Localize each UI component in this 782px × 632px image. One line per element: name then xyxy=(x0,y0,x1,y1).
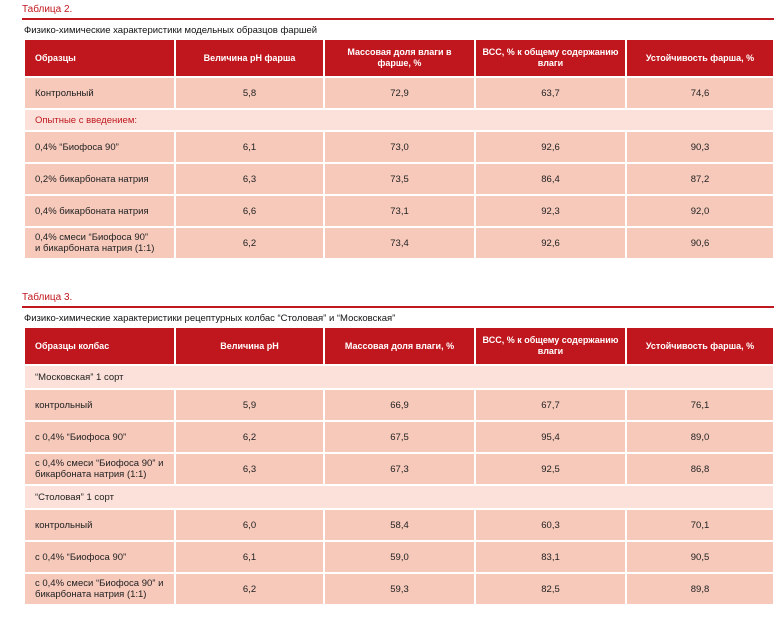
value-cell: 89,0 xyxy=(627,422,773,452)
sample-name-cell: контрольный xyxy=(25,390,174,420)
value-cell: 92,3 xyxy=(476,196,625,226)
value-cell: 92,0 xyxy=(627,196,773,226)
table2-title: Физико-химические характеристики рецепту… xyxy=(24,313,396,324)
value-cell: 63,7 xyxy=(476,78,625,108)
group-label: “Московская” 1 сорт xyxy=(25,366,773,388)
value-cell: 6,1 xyxy=(176,132,323,162)
value-cell: 67,7 xyxy=(476,390,625,420)
value-cell: 73,4 xyxy=(325,228,474,258)
value-cell: 90,6 xyxy=(627,228,773,258)
value-cell: 87,2 xyxy=(627,164,773,194)
value-cell: 59,0 xyxy=(325,542,474,572)
table-row: 0,4% бикарбоната натрия 6,6 73,1 92,3 92,0 xyxy=(25,196,773,226)
value-cell: 92,6 xyxy=(476,228,625,258)
table1-title: Физико-химические характеристики модельн… xyxy=(24,25,318,36)
sample-name-cell: 0,4% бикарбоната натрия xyxy=(25,196,174,226)
sample-name-cell: 0,4% смеси “Биофоса 90” и бикарбоната на… xyxy=(25,228,174,258)
table-row: 0,4% “Биофоса 90” 6,1 73,0 92,6 90,3 xyxy=(25,132,773,162)
column-header: Образцы колбас xyxy=(25,328,174,364)
group-label: “Столовая” 1 сорт xyxy=(25,486,773,508)
table-row: с 0,4% смеси “Биофоса 90” и бикарбоната … xyxy=(25,574,773,604)
value-cell: 67,5 xyxy=(325,422,474,452)
value-cell: 86,4 xyxy=(476,164,625,194)
table2-divider xyxy=(22,306,774,308)
value-cell: 6,0 xyxy=(176,510,323,540)
value-cell: 6,6 xyxy=(176,196,323,226)
group-row: “Столовая” 1 сорт xyxy=(25,486,773,508)
column-header: Массовая доля влаги в фарше, % xyxy=(325,40,474,76)
table-row: с 0,4% “Биофоса 90” 6,1 59,0 83,1 90,5 xyxy=(25,542,773,572)
value-cell: 6,2 xyxy=(176,422,323,452)
value-cell: 72,9 xyxy=(325,78,474,108)
column-header: ВСС, % к общему содержанию влаги xyxy=(476,328,625,364)
column-header: Массовая доля влаги, % xyxy=(325,328,474,364)
value-cell: 86,8 xyxy=(627,454,773,484)
value-cell: 90,5 xyxy=(627,542,773,572)
value-cell: 95,4 xyxy=(476,422,625,452)
table1-header: Образцы Величина pH фарша Массовая доля вл… xyxy=(25,40,773,76)
value-cell: 5,8 xyxy=(176,78,323,108)
value-cell: 90,3 xyxy=(627,132,773,162)
value-cell: 66,9 xyxy=(325,390,474,420)
value-cell: 83,1 xyxy=(476,542,625,572)
value-cell: 6,1 xyxy=(176,542,323,572)
table2-header: Образцы колбас Величина pH Массовая доля в… xyxy=(25,328,773,364)
value-cell: 73,1 xyxy=(325,196,474,226)
table1-caption: Таблица 2. xyxy=(22,4,73,15)
table-row: 0,4% смеси “Биофоса 90” и бикарбоната на… xyxy=(25,228,773,258)
value-cell: 5,9 xyxy=(176,390,323,420)
value-cell: 67,3 xyxy=(325,454,474,484)
table1: Образцы Величина pH фарша Массовая доля вл… xyxy=(23,38,775,260)
sample-name-cell: контрольный xyxy=(25,510,174,540)
group-row: “Московская” 1 сорт xyxy=(25,366,773,388)
column-header: Величина pH xyxy=(176,328,323,364)
table2-body: “Московская” 1 сорт контрольный 5,9 66,9 67,… xyxy=(25,366,773,604)
table-row: 0,2% бикарбоната натрия 6,3 73,5 86,4 87,2 xyxy=(25,164,773,194)
value-cell: 82,5 xyxy=(476,574,625,604)
sample-name-cell: Контрольный xyxy=(25,78,174,108)
value-cell: 73,5 xyxy=(325,164,474,194)
column-header: Устойчивость фарша, % xyxy=(627,40,773,76)
value-cell: 89,8 xyxy=(627,574,773,604)
sample-name-cell: с 0,4% смеси “Биофоса 90” и бикарбоната … xyxy=(25,574,174,604)
group-row: Опытные с введением: xyxy=(25,110,773,130)
column-header: ВСС, % к общему содержанию влаги xyxy=(476,40,625,76)
table-row: с 0,4% смеси “Биофоса 90” и бикарбоната … xyxy=(25,454,773,484)
value-cell: 92,6 xyxy=(476,132,625,162)
sample-name-cell: с 0,4% “Биофоса 90” xyxy=(25,422,174,452)
value-cell: 6,2 xyxy=(176,574,323,604)
sample-name-cell: с 0,4% смеси “Биофоса 90” и бикарбоната … xyxy=(25,454,174,484)
value-cell: 92,5 xyxy=(476,454,625,484)
value-cell: 70,1 xyxy=(627,510,773,540)
value-cell: 76,1 xyxy=(627,390,773,420)
column-header: Величина pH фарша xyxy=(176,40,323,76)
table-row: с 0,4% “Биофоса 90” 6,2 67,5 95,4 89,0 xyxy=(25,422,773,452)
table1-body: Контрольный 5,8 72,9 63,7 74,6 Опытные с введ… xyxy=(25,78,773,258)
table-row: Контрольный 5,8 72,9 63,7 74,6 xyxy=(25,78,773,108)
table2: Образцы колбас Величина pH Массовая доля в… xyxy=(23,326,775,606)
value-cell: 6,2 xyxy=(176,228,323,258)
sample-name-cell: с 0,4% “Биофоса 90” xyxy=(25,542,174,572)
table-row: контрольный 6,0 58,4 60,3 70,1 xyxy=(25,510,773,540)
group-label: Опытные с введением: xyxy=(25,110,773,130)
column-header: Образцы xyxy=(25,40,174,76)
column-header: Устойчивость фарша, % xyxy=(627,328,773,364)
value-cell: 58,4 xyxy=(325,510,474,540)
value-cell: 60,3 xyxy=(476,510,625,540)
value-cell: 6,3 xyxy=(176,164,323,194)
sample-name-cell: 0,2% бикарбоната натрия xyxy=(25,164,174,194)
value-cell: 6,3 xyxy=(176,454,323,484)
value-cell: 74,6 xyxy=(627,78,773,108)
table-row: контрольный 5,9 66,9 67,7 76,1 xyxy=(25,390,773,420)
table2-caption: Таблица 3. xyxy=(22,292,73,303)
value-cell: 59,3 xyxy=(325,574,474,604)
sample-name-cell: 0,4% “Биофоса 90” xyxy=(25,132,174,162)
value-cell: 73,0 xyxy=(325,132,474,162)
table1-divider xyxy=(22,18,774,20)
